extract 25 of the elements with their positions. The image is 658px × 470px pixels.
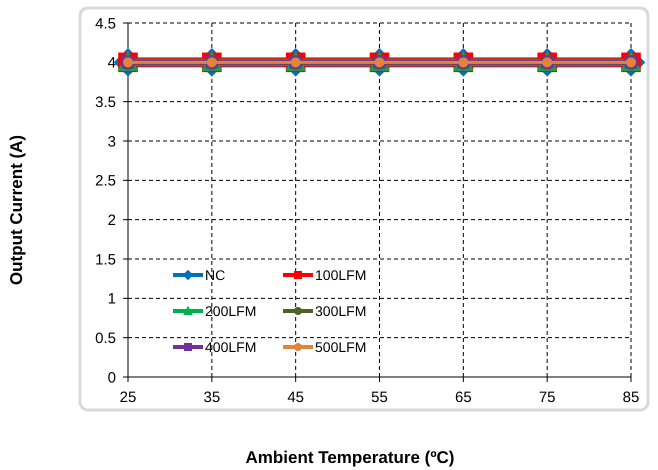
y-tick-label: 0 [108,369,116,386]
x-tick-label: 35 [203,389,220,406]
y-tick-label: 3 [108,133,116,150]
y-tick-label: 4 [108,54,116,72]
x-tick-label: 55 [371,389,388,406]
y-tick-label: 1 [108,290,116,308]
x-tick-label: 75 [538,389,556,406]
y-tick-label: 0.5 [95,330,116,347]
legend-label: 300LFM [315,302,366,319]
legend-label: 200LFM [205,302,256,319]
y-tick-label: 2.5 [95,172,116,190]
y-tick-label: 2 [108,212,116,229]
y-tick-label: 4.5 [95,15,116,32]
x-axis-title: Ambient Temperature (ºC) [246,448,454,467]
y-tick-label: 3.5 [95,94,116,111]
legend-label: 100LFM [315,266,366,283]
y-tick-label: 1.5 [95,251,116,268]
legend-label: 400LFM [205,338,256,355]
x-tick-label: 25 [120,389,136,406]
x-tick-label: 45 [287,389,304,406]
legend-label: NC [205,266,226,283]
y-axis-title: Output Current (A) [7,134,26,286]
x-tick-label: 85 [622,389,640,406]
x-tick-label: 65 [454,389,472,406]
legend-label: 500LFM [315,338,366,355]
